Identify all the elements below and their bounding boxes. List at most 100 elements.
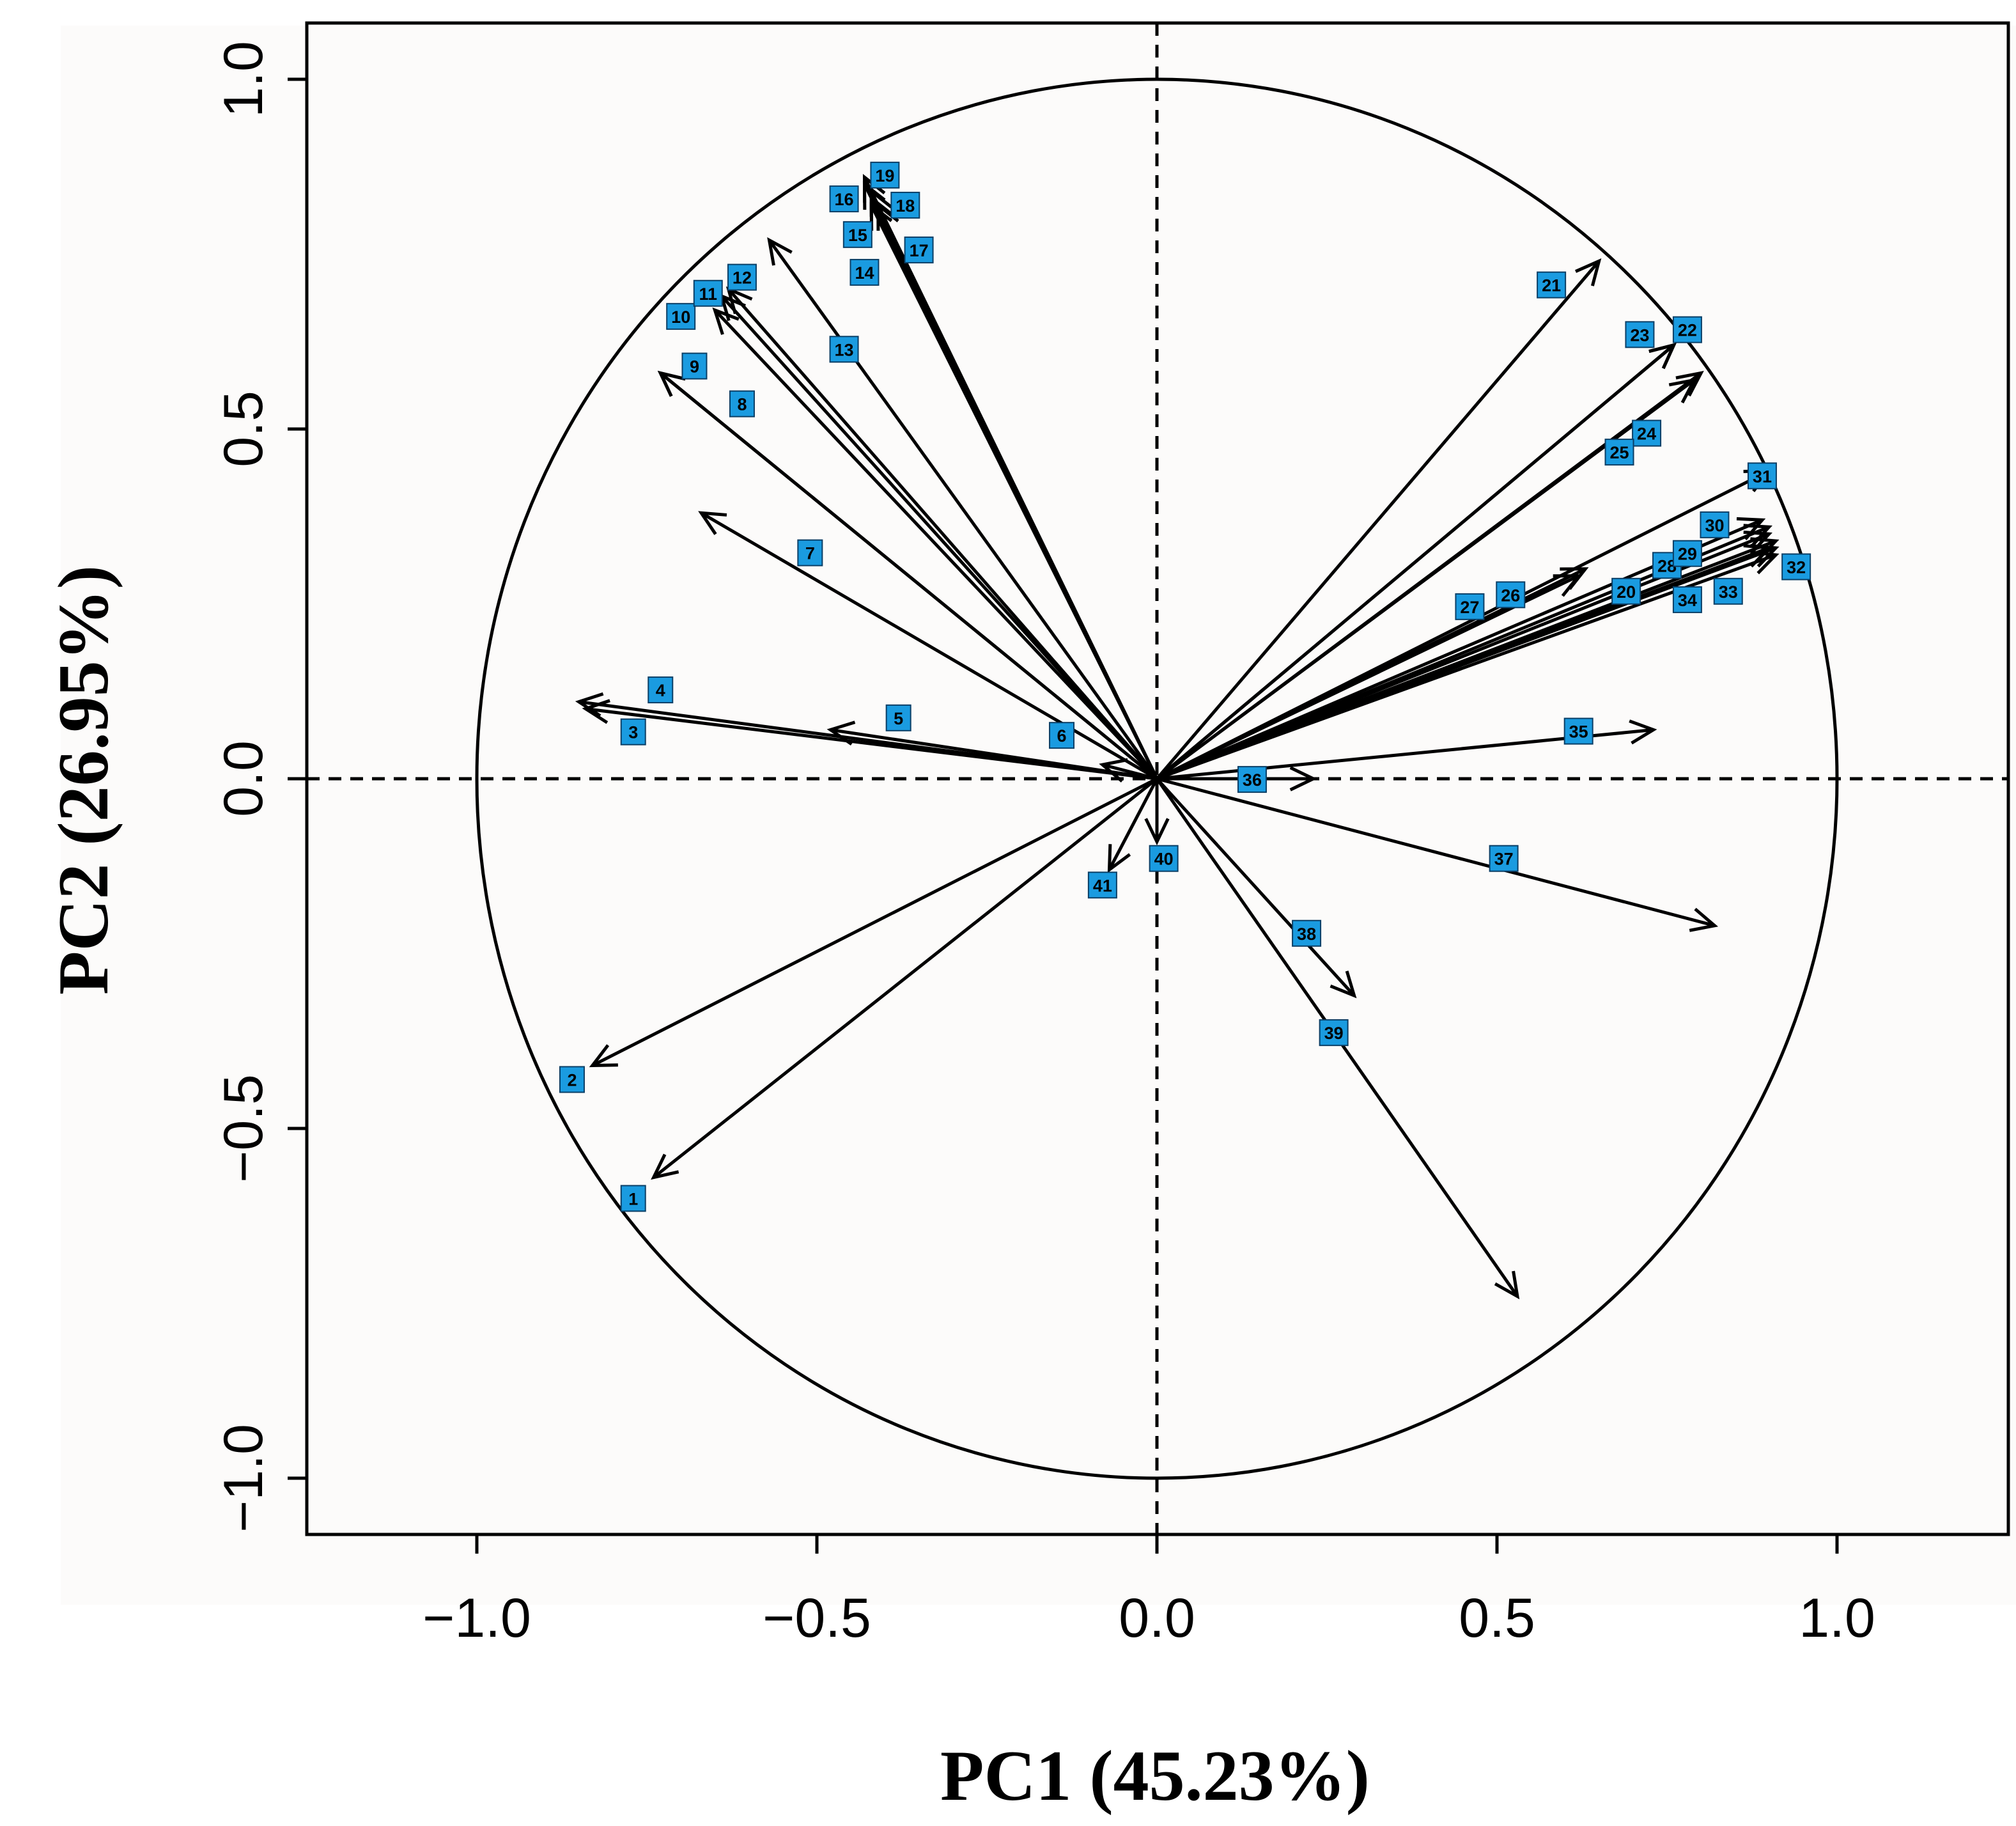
arrow-head	[1330, 971, 1357, 999]
variable-label-box	[1781, 553, 1811, 581]
x-tick-label: 0.0	[1119, 1588, 1195, 1649]
arrow-head	[651, 1153, 679, 1180]
variable-label-text: 20	[1617, 582, 1636, 602]
loading-arrow-21	[1156, 258, 1602, 780]
variable-label-box	[1672, 586, 1702, 613]
variable-label-text: 2	[567, 1070, 577, 1089]
variable-label-text: 3	[628, 723, 638, 742]
loading-arrow-34	[1156, 537, 1780, 781]
variable-label-text: 7	[805, 544, 815, 563]
variable-label-22: 22	[1672, 316, 1702, 343]
arrow-head	[1736, 517, 1766, 540]
arrow-head	[589, 1044, 618, 1068]
arrow-shaft	[1156, 777, 1716, 928]
loading-arrow-5	[826, 721, 1158, 781]
variable-label-text: 9	[690, 357, 699, 377]
variable-label-box	[1604, 439, 1634, 466]
unit-circle-layer	[475, 77, 1839, 1480]
arrow-shaft	[659, 371, 1158, 780]
variable-label-text: 23	[1630, 325, 1649, 345]
variable-label-2: 2	[559, 1066, 585, 1093]
variable-label-box	[647, 676, 674, 704]
variable-label-38: 38	[1292, 919, 1322, 947]
variable-label-box	[1455, 593, 1485, 620]
arrow-head	[657, 370, 686, 397]
x-tick-label: −0.5	[763, 1588, 871, 1649]
variable-label-text: 5	[894, 709, 903, 728]
variable-label-box	[559, 1066, 585, 1093]
variable-label-text: 24	[1637, 425, 1656, 444]
variable-label-text: 4	[656, 681, 665, 700]
variable-label-box	[1087, 871, 1117, 899]
arrow-head	[1574, 258, 1602, 286]
variable-label-text: 22	[1678, 321, 1697, 340]
variable-label-box	[870, 161, 900, 189]
x-tick-label: −1.0	[423, 1588, 531, 1649]
variable-label-text: 38	[1297, 925, 1316, 944]
variable-label-text: 34	[1678, 591, 1697, 610]
variable-label-text: 6	[1057, 726, 1067, 745]
variable-label-box	[1049, 722, 1075, 749]
variable-label-box	[1489, 845, 1519, 872]
variable-label-text: 32	[1787, 558, 1806, 577]
variable-label-text: 16	[835, 190, 854, 209]
variable-label-18: 18	[890, 191, 920, 219]
variable-label-3: 3	[620, 718, 646, 745]
variable-label-34: 34	[1672, 586, 1702, 613]
x-tick-label: 0.5	[1459, 1588, 1535, 1649]
axes: −1.0 −0.5 0.0 0.5 1.0 −1.0 −0.5 0.0 0.5 1.0	[213, 41, 1875, 1649]
variable-labels: 1234567891011121314151617181920212223242…	[559, 161, 1811, 1212]
variable-label-32: 32	[1781, 553, 1811, 581]
y-tick-label: 0.5	[213, 391, 274, 467]
variable-label-text: 12	[733, 269, 752, 288]
arrow-head	[1289, 766, 1317, 792]
variable-label-text: 30	[1705, 516, 1724, 535]
y-axis-title: PC2 (26.95%)	[44, 565, 123, 995]
arrow-shaft	[1156, 378, 1696, 781]
variable-label-box	[1496, 581, 1526, 609]
variable-label-box	[620, 718, 646, 745]
variable-label-box	[1713, 577, 1743, 605]
variable-label-1: 1	[620, 1185, 646, 1212]
variable-label-text: 39	[1324, 1024, 1344, 1043]
variable-label-17: 17	[904, 236, 934, 263]
y-tick-label: −0.5	[213, 1074, 274, 1183]
variable-label-box	[1149, 845, 1179, 872]
y-tick-label: 0.0	[213, 740, 274, 817]
arrow-shaft	[1156, 469, 1770, 781]
variable-label-30: 30	[1700, 511, 1730, 538]
arrow-head	[698, 511, 727, 535]
variable-label-15: 15	[842, 221, 872, 248]
variable-label-text: 8	[737, 395, 747, 414]
variable-label-text: 33	[1719, 582, 1738, 602]
variable-label-20: 20	[1611, 577, 1641, 605]
variable-label-text: 27	[1460, 598, 1479, 617]
variable-label-4: 4	[647, 676, 674, 704]
variable-label-text: 13	[835, 340, 854, 359]
arrow-head	[767, 237, 793, 266]
arrow-shaft	[1156, 343, 1675, 780]
variable-label-33: 33	[1713, 577, 1743, 605]
variable-label-box	[681, 352, 708, 380]
loading-arrow-4	[575, 692, 1158, 781]
variable-label-box	[1563, 717, 1593, 745]
variable-label-25: 25	[1604, 439, 1634, 466]
variable-label-21: 21	[1537, 271, 1567, 299]
arrow-shaft	[830, 728, 1158, 781]
y-tick-label: 1.0	[213, 41, 274, 118]
variable-label-40: 40	[1149, 845, 1179, 872]
loading-arrow-37	[1156, 777, 1719, 932]
variable-label-box	[1625, 321, 1655, 348]
variable-label-19: 19	[870, 161, 900, 189]
variable-label-box	[1292, 919, 1322, 947]
arrow-shaft	[1156, 539, 1777, 781]
variable-label-text: 11	[699, 285, 717, 304]
variable-label-27: 27	[1455, 593, 1485, 620]
variable-label-box	[904, 236, 934, 263]
variable-label-text: 35	[1569, 722, 1588, 742]
arrow-head	[1648, 343, 1677, 370]
variable-label-box	[829, 336, 859, 363]
arrow-shaft	[720, 295, 1158, 780]
variable-label-box	[1747, 462, 1777, 490]
